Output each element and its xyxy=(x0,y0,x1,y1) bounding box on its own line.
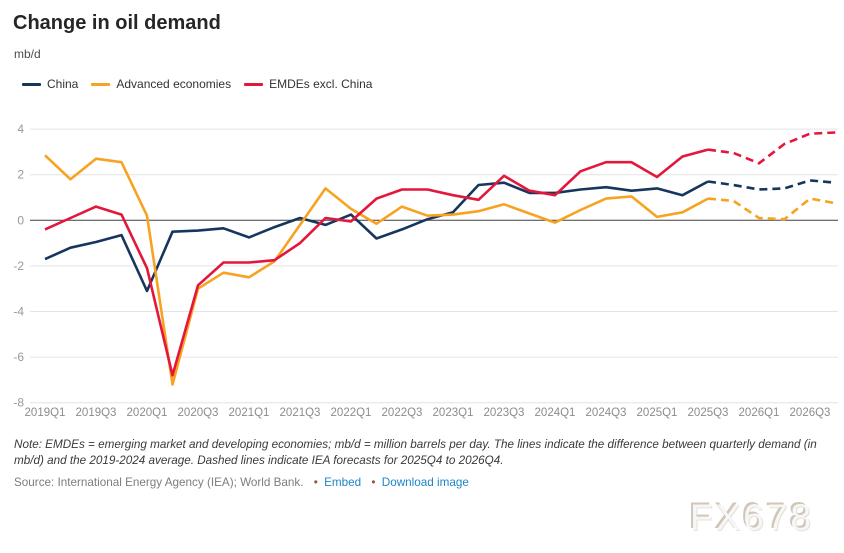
series-line-advanced-economies xyxy=(44,154,709,386)
x-tick-label: 2021Q3 xyxy=(280,407,321,419)
x-tick-label: 2020Q1 xyxy=(127,407,168,419)
x-tick-label: 2026Q3 xyxy=(790,407,831,419)
x-tick-label: 2023Q1 xyxy=(433,407,474,419)
bullet-separator: • xyxy=(313,476,318,489)
x-tick-label: 2022Q3 xyxy=(382,407,423,419)
y-tick-label: 4 xyxy=(17,122,24,136)
china-line-swatch xyxy=(22,82,41,86)
advanced-economies-line-swatch xyxy=(91,82,111,86)
page-title: Change in oil demand xyxy=(13,12,221,34)
series-forecast-line-advanced-economies xyxy=(707,197,836,221)
x-tick-label: 2019Q1 xyxy=(25,407,66,419)
download-image-link[interactable]: Download image xyxy=(381,476,469,489)
legend-item-advanced-economies: Advanced economies xyxy=(91,77,231,91)
x-tick-label: 2023Q3 xyxy=(484,407,525,419)
y-tick-label: -4 xyxy=(13,305,24,319)
legend-label-china: China xyxy=(47,77,79,91)
x-tick-label: 2024Q1 xyxy=(535,407,576,419)
x-tick-label: 2024Q3 xyxy=(586,407,627,419)
fx678-watermark: FX678 xyxy=(689,497,814,538)
chart-legend: China Advanced economies EMDEs excl. Chi… xyxy=(22,77,372,91)
series-line-emdes-excl-china xyxy=(44,148,709,377)
y-tick-label: -6 xyxy=(13,350,24,364)
chart-note: Note: EMDEs = emerging market and develo… xyxy=(14,438,817,467)
y-axis-unit-label: mb/d xyxy=(14,47,41,61)
bullet-separator: • xyxy=(371,476,376,489)
legend-label-advanced-economies: Advanced economies xyxy=(116,77,232,91)
x-tick-label: 2020Q3 xyxy=(178,407,219,419)
legend-label-emdes: EMDEs excl. China xyxy=(269,77,373,91)
y-tick-label: 2 xyxy=(17,168,24,182)
x-tick-label: 2021Q1 xyxy=(229,407,270,419)
x-tick-label: 2019Q3 xyxy=(76,407,117,419)
emdes-line-swatch xyxy=(244,82,264,86)
series-forecast-line-emdes-excl-china xyxy=(707,131,836,165)
x-tick-label: 2025Q1 xyxy=(637,407,678,419)
y-tick-label: -2 xyxy=(13,259,24,273)
series-forecast-line-china xyxy=(707,179,836,191)
x-tick-label: 2026Q1 xyxy=(739,407,780,419)
legend-item-china: China xyxy=(22,77,78,91)
source-text: Source: International Energy Agency (IEA… xyxy=(14,476,304,489)
x-tick-label: 2022Q1 xyxy=(331,407,372,419)
embed-link[interactable]: Embed xyxy=(324,476,362,489)
y-tick-label: -8 xyxy=(13,396,24,410)
y-tick-label: 0 xyxy=(17,213,24,227)
source-row: Source: International Energy Agency (IEA… xyxy=(14,476,469,489)
x-tick-label: 2025Q3 xyxy=(688,407,729,419)
legend-item-emdes: EMDEs excl. China xyxy=(244,77,372,91)
